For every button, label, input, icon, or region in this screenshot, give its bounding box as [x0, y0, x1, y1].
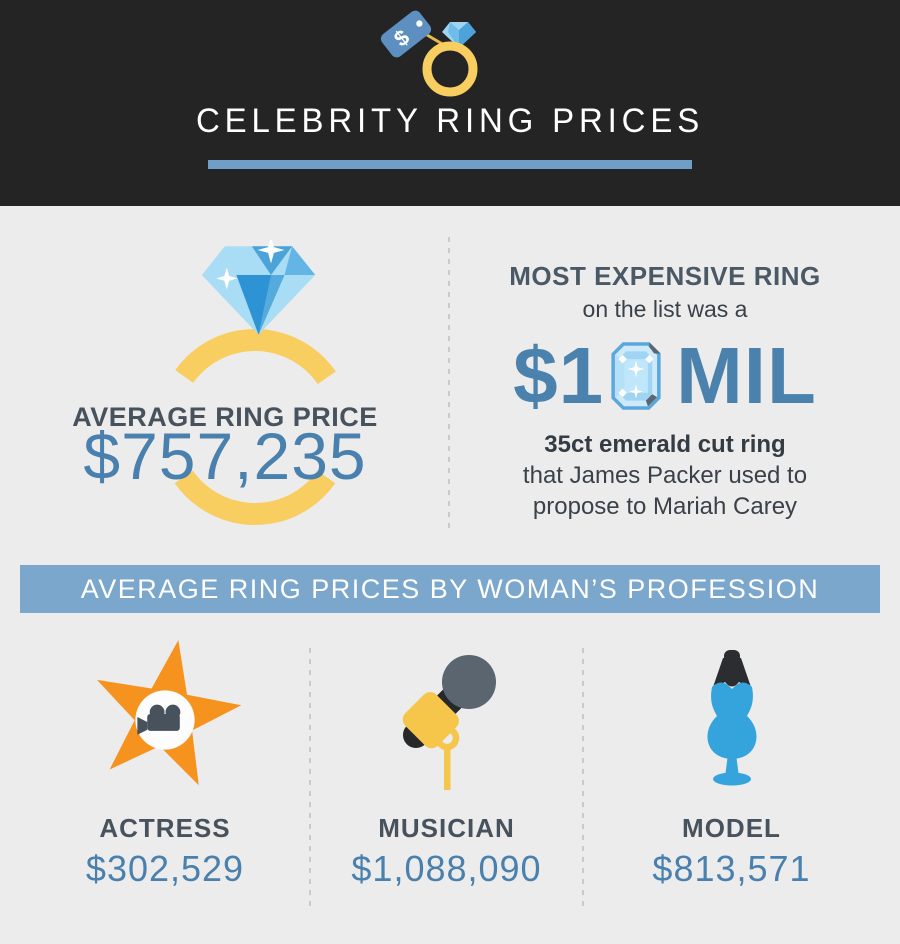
ring-with-price-tag-icon: $: [380, 10, 478, 97]
movie-camera-icon: [137, 704, 181, 735]
actress-star-icon: [96, 640, 242, 786]
profession-value: $813,571: [652, 848, 811, 889]
price-tag-icon: $: [380, 10, 432, 58]
price-suffix: MIL: [676, 331, 817, 420]
average-ring-price-value: $757,235: [83, 419, 367, 493]
profession-label: MODEL: [682, 813, 781, 843]
most-expensive-ring-section: MOST EXPENSIVE RING on the list was a $1…: [450, 206, 880, 565]
model-mannequin-icon: [706, 650, 757, 786]
diamond-icon: [442, 22, 476, 48]
column-divider: [582, 648, 584, 912]
hero-divider: [448, 237, 450, 529]
profession-actress: ACTRESS $302,529: [20, 613, 310, 944]
profession-label: MUSICIAN: [378, 813, 515, 843]
profession-musician: MUSICIAN $1,088,090: [310, 613, 583, 944]
average-ring-price-label: AVERAGE RING PRICE: [72, 402, 378, 432]
ring-detail-bold: 35ct emerald cut ring: [544, 431, 786, 458]
profession-value: $1,088,090: [351, 848, 542, 889]
page-title: CELEBRITY RING PRICES: [195, 102, 705, 140]
column-divider: [309, 648, 311, 912]
title-underline-bar: [208, 160, 692, 169]
profession-label: ACTRESS: [99, 813, 231, 843]
header: $ CELEBRITY RING PRICES: [0, 0, 900, 206]
price-prefix: $1: [513, 331, 605, 420]
most-expensive-price: $1 MIL: [450, 330, 880, 422]
average-ring-price-section: AVERAGE RING PRICE $757,235: [0, 206, 450, 565]
profession-model: MODEL $813,571: [583, 613, 880, 944]
gold-ring-band-icon: [157, 329, 353, 525]
profession-value: $302,529: [85, 848, 245, 889]
banner-title: AVERAGE RING PRICES BY WOMAN’S PROFESSIO…: [80, 573, 820, 604]
diamond-icon: [201, 240, 316, 335]
most-expensive-heading: MOST EXPENSIVE RING: [509, 261, 821, 291]
emerald-gem-icon: [611, 342, 661, 410]
ring-detail-line2: propose to Mariah Carey: [532, 493, 798, 520]
professions-section: ACTRESS $302,529 MUSICIAN $1,088,090: [20, 613, 880, 944]
section-banner: AVERAGE RING PRICES BY WOMAN’S PROFESSIO…: [20, 565, 880, 613]
musician-microphone-icon: [402, 655, 496, 790]
ring-detail-line1: that James Packer used to: [522, 462, 808, 489]
most-expensive-subheading: on the list was a: [582, 296, 748, 322]
